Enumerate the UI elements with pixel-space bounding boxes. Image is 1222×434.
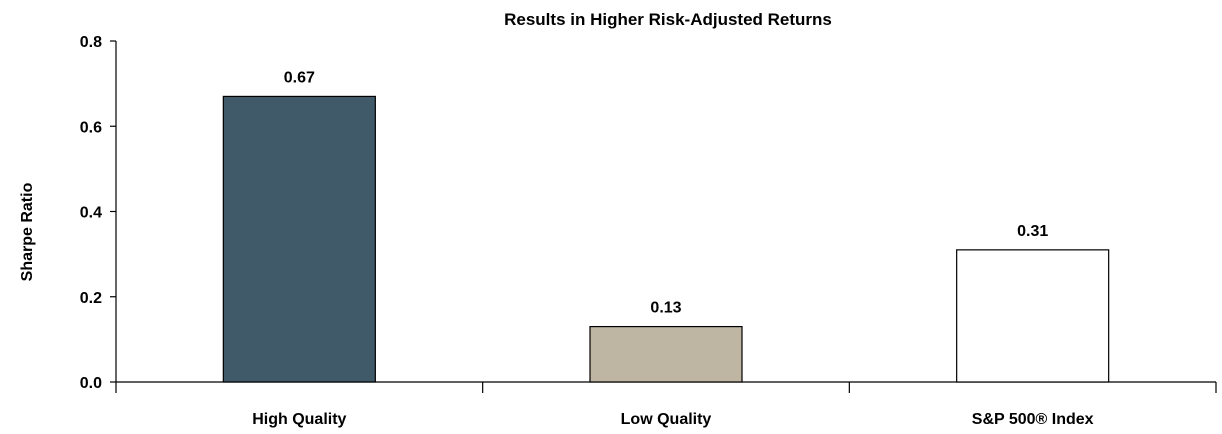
x-category-label: Low Quality [621, 411, 712, 428]
x-category-label: S&P 500® Index [972, 411, 1094, 428]
category-labels: High Quality Low Quality S&P 500® Index [252, 411, 1093, 428]
x-axis-ticks [115, 382, 1217, 393]
bar-value-label: 0.31 [1017, 223, 1048, 240]
y-axis-label: Sharpe Ratio [19, 182, 36, 281]
bar-0 [222, 95, 376, 383]
chart-title: Results in Higher Risk-Adjusted Returns [504, 10, 832, 29]
bar-value-label: 0.67 [284, 69, 315, 86]
y-tick-label: 0.8 [80, 34, 102, 51]
y-tick-label: 0.0 [80, 375, 102, 392]
bars [222, 95, 1110, 383]
y-tick-label: 0.6 [80, 119, 102, 136]
y-tick-label: 0.4 [80, 205, 102, 222]
y-tick-label: 0.2 [80, 290, 102, 307]
bar-2 [956, 249, 1110, 383]
x-category-label: High Quality [252, 411, 346, 428]
data-labels: 0.67 0.13 0.31 [284, 69, 1049, 316]
bar-1 [589, 325, 743, 383]
y-axis-ticks: 0.0 0.2 0.4 0.6 0.8 [80, 34, 116, 392]
bar-value-label: 0.13 [650, 300, 681, 317]
